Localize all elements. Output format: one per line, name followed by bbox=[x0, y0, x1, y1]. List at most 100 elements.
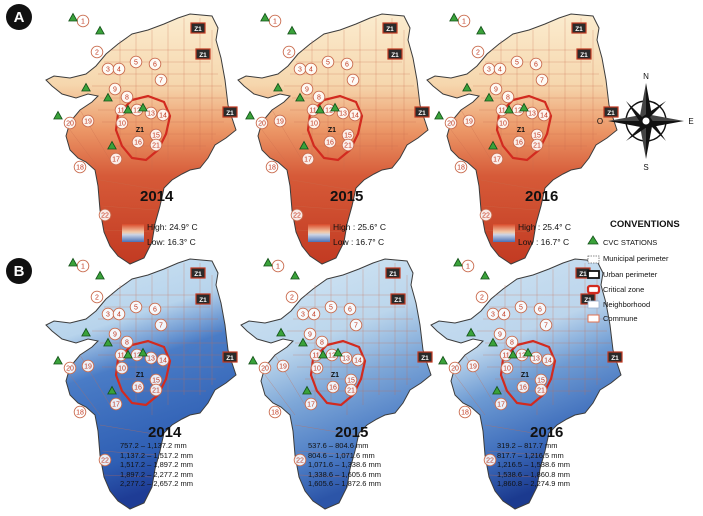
compass-point-2-a bbox=[646, 121, 653, 159]
rain-map-2014-commune-number-12: 12 bbox=[133, 353, 141, 360]
compass-point-1-b bbox=[639, 83, 646, 121]
temp-legend-low-2015: Low : 16.7° C bbox=[333, 237, 385, 247]
rain-map-2016-commune-number-6: 6 bbox=[538, 307, 542, 314]
temp-map-2016-commune-number-18: 18 bbox=[457, 165, 465, 172]
rain-map-2015-cvc-station-2 bbox=[290, 270, 300, 280]
temp-map-2015-commune-circle-20 bbox=[255, 116, 269, 130]
temp-map-2015-commune-number-18: 18 bbox=[268, 165, 276, 172]
rain-map-2014-commune-circle-16 bbox=[131, 380, 145, 394]
conventions-title: CONVENTIONS bbox=[610, 219, 680, 230]
temp-map-2014-commune-number-19: 19 bbox=[84, 119, 92, 126]
rain-map-2015-commune-circle-2 bbox=[285, 290, 299, 304]
temp-map-2015-commune-number-11: 11 bbox=[309, 108, 316, 115]
temp-map-2016-zone-badge-1-box bbox=[571, 22, 587, 34]
rain-map-2016-commune-number-11: 11 bbox=[502, 353, 509, 360]
rain-map-2016-commune-number-9: 9 bbox=[498, 332, 502, 339]
rain-map-2016-commune-circle-21 bbox=[534, 383, 548, 397]
rain-map-2014-commune-number-22: 22 bbox=[101, 458, 109, 465]
compass-n: N bbox=[643, 72, 649, 81]
temp-map-2016-commune-circle-13 bbox=[525, 106, 539, 120]
rain-map-2016-commune-number-12: 12 bbox=[518, 353, 526, 360]
temp-map-2016-cvc-station-7 bbox=[488, 140, 498, 150]
rain-map-2014-commune-number-15: 15 bbox=[152, 378, 160, 385]
temp-map-2014-commune-number-18: 18 bbox=[76, 165, 84, 172]
temp-map-2016-commune-circle-17 bbox=[490, 152, 504, 166]
temp-map-2014-street-18 bbox=[69, 129, 101, 171]
rain-map-2016-commune-number-13: 13 bbox=[532, 356, 540, 363]
rain-map-2016-commune-circle-22 bbox=[483, 453, 497, 467]
rain-map-2014-commune-number-17: 17 bbox=[112, 402, 120, 409]
temp-map-2016-zone-badge-3: Z1 bbox=[607, 110, 615, 117]
temp-map-2016-commune-number-21: 21 bbox=[533, 143, 541, 150]
rain-map-2016-cvc-station-1 bbox=[453, 257, 463, 267]
rain-map-2014-commune-number-9: 9 bbox=[113, 332, 117, 339]
rain-map-2014-commune-circle-14 bbox=[156, 353, 170, 367]
year-label-a-2014: 2014 bbox=[140, 188, 174, 205]
rain-map-2016-commune-number-1: 1 bbox=[466, 264, 470, 271]
temp-legend-high-2014: High: 24.9° C bbox=[147, 222, 198, 232]
temp-map-2015-street-18 bbox=[261, 129, 293, 171]
conv-label-cvc: CVC STATIONS bbox=[603, 238, 658, 247]
rain-map-2015-commune-number-4: 4 bbox=[312, 312, 316, 319]
rain-map-2015-commune-circle-20 bbox=[258, 361, 272, 375]
rain-map-2014-commune-number-2: 2 bbox=[95, 295, 99, 302]
temp-map-2016-commune-number-16: 16 bbox=[515, 140, 523, 147]
panel-badge-b: B bbox=[6, 258, 32, 284]
temp-map-2015-commune-number-4: 4 bbox=[309, 67, 313, 74]
temp-map-2015-cvc-station-5 bbox=[315, 104, 325, 114]
temp-map-2015-commune-number-2: 2 bbox=[287, 50, 291, 57]
temp-map-2015-zone-badge-1: Z1 bbox=[386, 26, 394, 33]
rain-map-2014-cvc-station-4 bbox=[103, 337, 113, 347]
rain-map-2014-commune-number-21: 21 bbox=[152, 388, 160, 395]
temp-map-2016-cvc-station-4 bbox=[484, 92, 494, 102]
year-label-b-2016: 2016 bbox=[530, 424, 564, 441]
rain-map-2015-commune-number-12: 12 bbox=[328, 353, 336, 360]
temp-map-2014-commune-circle-16 bbox=[131, 135, 145, 149]
temp-map-2015-commune-number-6: 6 bbox=[345, 62, 349, 69]
temp-map-2016-commune-circle-7 bbox=[535, 73, 549, 87]
temp-map-2015-commune-number-10: 10 bbox=[310, 121, 318, 128]
conv-label-urban: Urban perimeter bbox=[603, 270, 658, 279]
rain-range-2016-5: 1,860.8 – 2,274.9 mm bbox=[497, 479, 570, 489]
temp-map-2014-commune-circle-9 bbox=[108, 82, 122, 96]
temp-map-2014-commune-number-15: 15 bbox=[152, 133, 160, 140]
temp-map-2015-zone-badge-2-box bbox=[387, 48, 403, 60]
rain-map-2016-z1-label: Z1 bbox=[521, 372, 529, 379]
rain-map-2016-commune-number-2: 2 bbox=[480, 295, 484, 302]
temp-map-2016-street-18 bbox=[450, 129, 482, 171]
temp-map-2014-cvc-station-6 bbox=[138, 102, 148, 112]
rain-map-2014-cvc-station-7 bbox=[107, 385, 117, 395]
rain-map-2014-commune-circle-4 bbox=[112, 307, 126, 321]
temp-legend-low-2016: Low : 16.7° C bbox=[518, 237, 570, 247]
temp-map-2014-cvc-station-1 bbox=[68, 12, 78, 22]
rain-map-2015-street-21 bbox=[298, 474, 348, 478]
temp-map-2015-zone-badge-1-box bbox=[382, 22, 398, 34]
temp-map-2014-commune-circle-2 bbox=[90, 45, 104, 59]
rain-map-2016-commune-number-14: 14 bbox=[544, 358, 552, 365]
rain-map-2014-commune-number-3: 3 bbox=[106, 312, 110, 319]
temp-map-2016-commune-circle-9 bbox=[489, 82, 503, 96]
rain-map-2016-zone-badge-2: Z1 bbox=[584, 297, 592, 304]
rain-map-2014-commune-circle-7 bbox=[154, 318, 168, 332]
rain-map-2015-commune-number-5: 5 bbox=[329, 305, 333, 312]
rain-map-2015-commune-circle-18 bbox=[268, 405, 282, 419]
rain-map-2014-commune-circle-22 bbox=[98, 453, 112, 467]
temp-map-2016-commune-number-4: 4 bbox=[498, 67, 502, 74]
rain-map-2015-cvc-station-5 bbox=[318, 349, 328, 359]
municipal-perimeter-icon bbox=[587, 255, 600, 264]
temp-map-2014-commune-circle-17 bbox=[109, 152, 123, 166]
rain-map-2015-commune-circle-16 bbox=[326, 380, 340, 394]
rain-map-2014-commune-circle-6 bbox=[148, 302, 162, 316]
temp-map-2014-cvc-station-2 bbox=[95, 25, 105, 35]
compass-e: E bbox=[688, 117, 693, 126]
temp-map-2016-cvc-station-3 bbox=[462, 82, 472, 92]
rain-map-2014-commune-number-4: 4 bbox=[117, 312, 121, 319]
temp-map-2016-cvc-station-5 bbox=[504, 104, 514, 114]
rain-map-2015-cvc-station-7 bbox=[302, 385, 312, 395]
rain-range-2014-4: 1,897.2 – 2,277.2 mm bbox=[120, 469, 193, 479]
rain-map-2016-critical-zone bbox=[499, 339, 557, 407]
rain-map-2016-commune-number-19: 19 bbox=[469, 364, 477, 371]
temp-map-2014-commune-number-2: 2 bbox=[95, 50, 99, 57]
temp-map-2016-zone-badge-3-box bbox=[603, 106, 619, 118]
rain-range-2014-1: 757.2 – 1,137.2 mm bbox=[120, 441, 187, 450]
